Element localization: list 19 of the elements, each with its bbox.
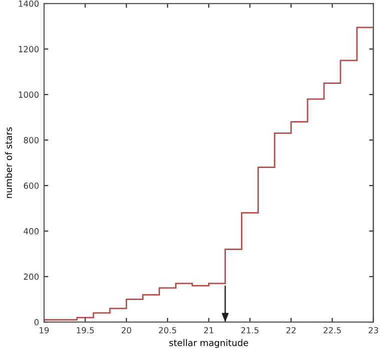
y-axis-title: number of stars [5, 127, 12, 198]
y-tick-label: 800 [24, 137, 39, 144]
y-tick-label: 1400 [18, 0, 39, 7]
y-tick-label: 1200 [18, 46, 39, 52]
x-tick-label: 19 [40, 327, 49, 334]
x-tick-label: 22 [286, 327, 296, 334]
x-tick-label: 21 [204, 327, 214, 334]
y-tick-label: 200 [24, 274, 39, 280]
y-tick-label: 400 [24, 228, 39, 234]
y-tick-label: 1000 [18, 92, 39, 98]
y-tick-label: 0 [34, 319, 39, 326]
x-axis-title: stellar magnitude [169, 339, 248, 348]
x-tick-label: 22.5 [324, 327, 341, 334]
x-tick-label: 20.5 [158, 327, 176, 334]
x-tick-label: 23 [368, 327, 378, 334]
x-tick-label: 20 [122, 327, 132, 334]
y-tick-label: 600 [24, 182, 39, 189]
x-tick-label: 19.5 [76, 327, 94, 334]
x-tick-label: 21.5 [241, 327, 258, 334]
